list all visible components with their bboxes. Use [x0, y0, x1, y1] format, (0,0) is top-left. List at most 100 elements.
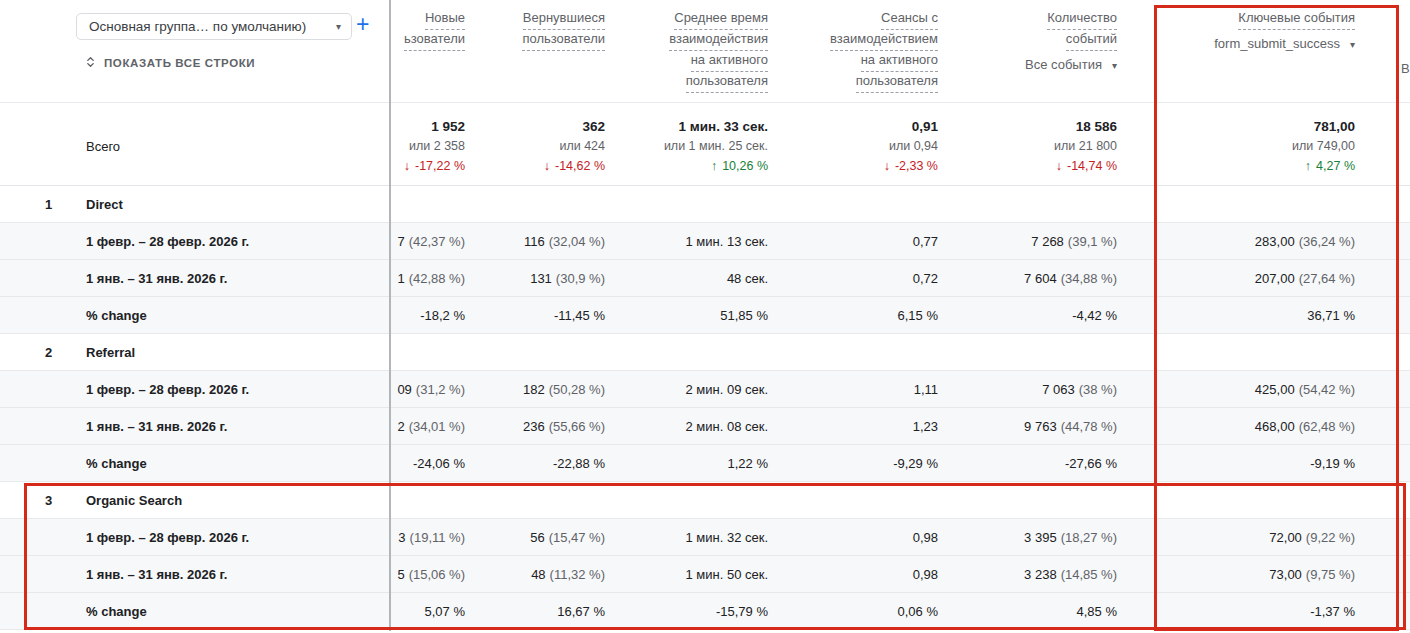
column-header-line: взаимодействия [669, 29, 768, 51]
cell-value: 1 мин. 50 сек. [685, 567, 768, 582]
row-label: 1 февр. – 28 февр. 2026 г. [86, 530, 249, 545]
column-header-engaged-sessions-per-active-user[interactable]: Сеансы свзаимодействиемна активногопольз… [768, 0, 938, 102]
cell-value: 3 395 [1024, 530, 1057, 545]
cell-value: 3 238 [1024, 567, 1057, 582]
metric-cell-key-events: -1,37 % [1117, 602, 1355, 620]
analytics-comparison-table: Основная группа… по умолчанию) ▾ + ПОКАЗ… [0, 0, 1410, 633]
column-header-returning-users[interactable]: Вернувшиесяпользователи [465, 0, 605, 102]
metric-cell-avg-engagement-time-per-active-user: 48 сек. [605, 269, 768, 287]
key-events-selector-dropdown[interactable]: form_submit_success▾ [1117, 36, 1355, 51]
column-header-line: на активного [861, 50, 938, 72]
metric-cell-key-events: 425,00(54,42 %) [1117, 380, 1355, 398]
metric-cell-new-users: 09(31,2 %) [390, 380, 465, 398]
cell-value: 0,98 [913, 530, 938, 545]
metric-cell-returning-users: -22,88 % [465, 454, 605, 472]
column-header-line: Ключевые события [1238, 8, 1355, 30]
arrow-down-icon: ↓ [1056, 159, 1062, 173]
metric-cell-event-count: 3 238 (14,85 %) [938, 565, 1117, 583]
cell-value: 0,98 [913, 567, 938, 582]
row-label: % change [86, 456, 147, 471]
metric-cell-returning-users: 131(30,9 %) [465, 269, 605, 287]
totals-value: 0,91 [768, 119, 938, 134]
cell-percent: (14,85 %) [1061, 567, 1117, 582]
column-header-new-users[interactable]: Новыеьзователи [390, 0, 465, 102]
totals-change: ↓-14,62 % [465, 159, 605, 173]
cell-value: 9 763 [1024, 419, 1057, 434]
totals-value: 1 952 [390, 119, 465, 134]
cell-value: -9,29 % [893, 456, 938, 471]
column-header-line-row: Среднее время [605, 8, 768, 29]
metric-cell-key-events: 468,00(62,48 %) [1117, 417, 1355, 435]
metric-cell-event-count: 7 604(34,88 %) [938, 269, 1117, 287]
event-count-selector-dropdown[interactable]: Все события▾ [938, 57, 1117, 72]
metric-cell-new-users: -18,2 % [390, 306, 465, 324]
chevron-down-icon: ▾ [336, 21, 341, 32]
cell-value: 1 [397, 271, 404, 286]
metric-cell-returning-users: 48(11,32 %) [465, 565, 605, 583]
row-label: % change [86, 308, 147, 323]
metric-cell-avg-engagement-time-per-active-user: 1 мин. 32 сек. [605, 528, 768, 546]
column-header-event-count[interactable]: КоличествособытийВсе события▾ [938, 0, 1117, 102]
column-header-line: Вернувшиеся [523, 8, 605, 30]
metric-cell-avg-engagement-time-per-active-user: 1,22 % [605, 454, 768, 472]
column-header-line-row: взаимодействия [605, 29, 768, 50]
show-all-rows-label: ПОКАЗАТЬ ВСЕ СТРОКИ [104, 57, 255, 69]
metric-cell-key-events: -9,19 % [1117, 454, 1355, 472]
metric-cell-engaged-sessions-per-active-user: 1,23 [768, 417, 938, 435]
cell-value: 7 604 [1024, 271, 1057, 286]
column-header-avg-engagement-time-per-active-user[interactable]: Среднее времявзаимодействияна активногоп… [605, 0, 768, 102]
metric-cell-engaged-sessions-per-active-user: 0,72 [768, 269, 938, 287]
metric-cell-avg-engagement-time-per-active-user: 2 мин. 09 сек. [605, 380, 768, 398]
frozen-pane-divider[interactable] [389, 0, 391, 631]
group-label-cell: 1Direct [0, 195, 390, 213]
row-label: 1 февр. – 28 февр. 2026 г. [86, 382, 249, 397]
add-dimension-button[interactable]: + [356, 11, 369, 38]
table-controls-area: Основная группа… по умолчанию) ▾ + ПОКАЗ… [0, 0, 390, 102]
cell-value: 2 мин. 09 сек. [685, 382, 768, 397]
group-label-cell: 3Organic Search [0, 491, 390, 509]
metric-cell-avg-engagement-time-per-active-user: 51,85 % [605, 306, 768, 324]
column-header-key-events[interactable]: Ключевые события form_submit_success▾ [1117, 0, 1355, 102]
totals-compare-value: или 21 800 [938, 139, 1117, 153]
show-all-rows-button[interactable]: ПОКАЗАТЬ ВСЕ СТРОКИ [84, 55, 255, 71]
column-header-line: пользователя [686, 71, 768, 93]
data-row-organic-search: 1 янв. – 31 янв. 2026 г.5(15,06 %)48(11,… [0, 556, 1410, 593]
arrow-down-icon: ↓ [884, 159, 890, 173]
cell-value: 56 [530, 530, 544, 545]
metric-cell-avg-engagement-time-per-active-user: -15,79 % [605, 602, 768, 620]
cell-percent: (19,11 %) [410, 530, 465, 545]
cell-percent: (39,1 %) [1068, 234, 1117, 249]
totals-cell-new-users: 1 952или 2 358↓-17,22 % [390, 103, 465, 185]
dimension-dropdown[interactable]: Основная группа… по умолчанию) ▾ [76, 13, 352, 40]
group-label-cell: 2Referral [0, 343, 390, 361]
arrow-down-icon: ↓ [404, 159, 410, 173]
cell-percent: (30,9 %) [556, 271, 605, 286]
cell-value: 7 [397, 234, 404, 249]
column-header-line-row: ьзователи [390, 29, 465, 50]
cell-value: 16,67 % [557, 604, 605, 619]
data-row-organic-search: % change5,07 %16,67 %-15,79 %0,06 %4,85 … [0, 593, 1410, 630]
row-number: 2 [45, 345, 52, 360]
data-row-direct: 1 февр. – 28 февр. 2026 г.7(42,37 %)116(… [0, 223, 1410, 260]
cell-value: -9,19 % [1310, 456, 1355, 471]
cell-value: 4,85 % [1077, 604, 1117, 619]
column-header-line-row: на активного [768, 50, 938, 71]
group-header-row-referral: 2Referral [0, 334, 1410, 371]
totals-compare-value: или 0,94 [768, 139, 938, 153]
cell-percent: (15,47 %) [549, 530, 605, 545]
dimension-dropdown-label: Основная группа… по умолчанию) [89, 19, 326, 34]
cell-percent: (9,22 %) [1306, 530, 1355, 545]
totals-row: Всего 1 952или 2 358↓-17,22 %362или 424↓… [0, 103, 1410, 186]
cell-percent: (62,48 %) [1299, 419, 1355, 434]
cell-percent: (27,64 %) [1299, 271, 1355, 286]
row-label-cell: % change [0, 454, 390, 472]
cell-value: 1 мин. 32 сек. [685, 530, 768, 545]
cell-value: 1 мин. 13 сек. [685, 234, 768, 249]
column-header-line-row: пользователя [768, 71, 938, 92]
metric-cell-key-events: 36,71 % [1117, 306, 1355, 324]
cell-percent: (15,06 %) [409, 567, 465, 582]
totals-cells: 1 952или 2 358↓-17,22 %362или 424↓-14,62… [390, 103, 1355, 185]
table-header-row: Основная группа… по умолчанию) ▾ + ПОКАЗ… [0, 0, 1410, 103]
column-header-line-row: Ключевые события [1117, 8, 1355, 29]
totals-change: ↑10,26 % [605, 159, 768, 173]
